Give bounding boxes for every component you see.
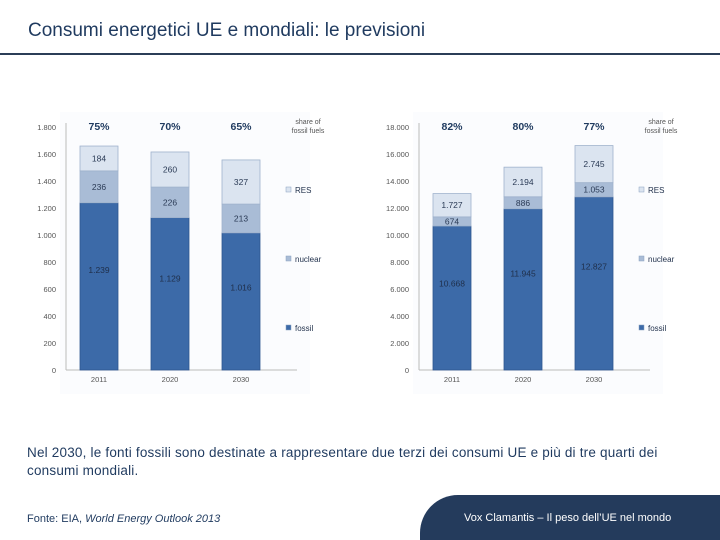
data-label-fossil: 12.827 xyxy=(581,262,607,272)
share-percent: 80% xyxy=(512,121,534,133)
y-tick-label: 800 xyxy=(43,258,56,267)
legend-swatch-fossil xyxy=(285,324,292,331)
y-tick-label: 14.000 xyxy=(386,177,409,186)
bar-fossil-2030 xyxy=(574,196,614,371)
footer-banner: Vox Clamantis – Il peso dell’UE nel mond… xyxy=(420,495,720,540)
legend-swatch-res xyxy=(638,186,645,193)
y-tick-label: 600 xyxy=(43,285,56,294)
data-label-res: 2.194 xyxy=(512,177,534,187)
share-title: fossil fuels xyxy=(645,128,678,135)
bar-fossil-2011 xyxy=(432,225,472,371)
caption-text: Nel 2030, le fonti fossili sono destinat… xyxy=(27,445,658,478)
bar-res-2020 xyxy=(503,166,543,198)
bar-fossil-2020 xyxy=(503,208,543,371)
share-title: share of xyxy=(295,119,320,126)
data-label-res: 327 xyxy=(234,177,248,187)
y-tick-label: 1.800 xyxy=(37,123,56,132)
data-label-fossil: 11.945 xyxy=(510,268,536,278)
y-tick-label: 0 xyxy=(52,366,56,375)
data-label-res: 260 xyxy=(163,165,177,175)
x-tick-label: 2011 xyxy=(444,375,460,384)
legend-label-nuclear: nuclear xyxy=(648,255,675,264)
legend-swatch-fossil xyxy=(638,324,645,331)
share-percent: 75% xyxy=(88,121,110,133)
y-tick-label: 12.000 xyxy=(386,204,409,213)
source-prefix: Fonte: EIA, xyxy=(27,513,86,525)
legend-label-res: RES xyxy=(295,186,311,195)
data-label-res: 2.745 xyxy=(583,159,605,169)
data-label-res: 184 xyxy=(92,153,106,163)
y-tick-label: 2.000 xyxy=(390,339,409,348)
legend-swatch-nuclear xyxy=(638,255,645,262)
legend-label-res: RES xyxy=(648,186,664,195)
y-tick-label: 0 xyxy=(405,366,409,375)
bar-res-2030 xyxy=(574,145,614,184)
legend-swatch-nuclear xyxy=(285,255,292,262)
data-label-nuclear: 226 xyxy=(163,197,177,207)
x-tick-label: 2030 xyxy=(233,375,250,384)
x-tick-label: 2020 xyxy=(162,375,179,384)
y-tick-label: 1.200 xyxy=(37,204,56,213)
world-energy-chart: 0 2.000 4.000 6.000 8.000 10.000 12.000 14.000 1… xyxy=(386,112,678,394)
y-tick-label: 200 xyxy=(43,339,56,348)
x-tick-label: 2030 xyxy=(586,375,603,384)
y-tick-label: 1.600 xyxy=(37,150,56,159)
data-label-fossil: 10.668 xyxy=(439,278,465,288)
y-tick-label: 4.000 xyxy=(390,312,409,321)
x-tick-label: 2011 xyxy=(91,375,107,384)
y-tick-label: 6.000 xyxy=(390,285,409,294)
source-note: Fonte: EIA, World Energy Outlook 2013 xyxy=(27,513,220,525)
data-label-nuclear: 886 xyxy=(516,198,530,208)
legend-label-nuclear: nuclear xyxy=(295,255,322,264)
footer-text: Vox Clamantis – Il peso dell’UE nel mond… xyxy=(464,512,672,524)
bar-fossil-2011 xyxy=(79,202,119,371)
share-percent: 65% xyxy=(230,121,252,133)
x-tick-label: 2020 xyxy=(515,375,532,384)
data-label-nuclear: 213 xyxy=(234,213,248,223)
page-title: Consumi energetici UE e mondiali: le pre… xyxy=(28,20,426,41)
share-percent: 77% xyxy=(583,121,605,133)
eu-energy-chart: 0 200 400 600 800 1.000 1.200 1.400 1.600 1.800 sh… xyxy=(37,112,325,394)
y-tick-label: 400 xyxy=(43,312,56,321)
y-tick-label: 8.000 xyxy=(390,258,409,267)
bar-res-2030 xyxy=(221,159,261,205)
share-title: fossil fuels xyxy=(292,128,325,135)
data-label-fossil: 1.016 xyxy=(230,282,252,292)
y-tick-label: 16.000 xyxy=(386,150,409,159)
y-tick-label: 1.400 xyxy=(37,177,56,186)
data-label-fossil: 1.129 xyxy=(159,274,181,284)
legend-label-fossil: fossil xyxy=(295,324,313,333)
bar-nuclear-2011 xyxy=(79,170,119,204)
y-tick-label: 10.000 xyxy=(386,231,409,240)
y-tick-label: 18.000 xyxy=(386,123,409,132)
bar-fossil-2030 xyxy=(221,232,261,371)
data-label-nuclear: 1.053 xyxy=(583,185,605,195)
data-label-nuclear: 236 xyxy=(92,182,106,192)
title-divider xyxy=(0,53,720,55)
y-tick-label: 1.000 xyxy=(37,231,56,240)
source-title: World Energy Outlook 2013 xyxy=(85,513,221,525)
bar-res-2011 xyxy=(432,193,472,218)
bar-fossil-2020 xyxy=(150,217,190,371)
legend-swatch-res xyxy=(285,186,292,193)
bar-res-2020 xyxy=(150,151,190,188)
data-label-fossil: 1.239 xyxy=(88,265,110,275)
share-title: share of xyxy=(648,119,673,126)
data-label-nuclear: 674 xyxy=(445,216,459,226)
data-label-res: 1.727 xyxy=(441,200,463,210)
share-percent: 82% xyxy=(441,121,463,133)
bar-res-2011 xyxy=(79,145,119,172)
share-percent: 70% xyxy=(159,121,181,133)
legend-label-fossil: fossil xyxy=(648,324,666,333)
